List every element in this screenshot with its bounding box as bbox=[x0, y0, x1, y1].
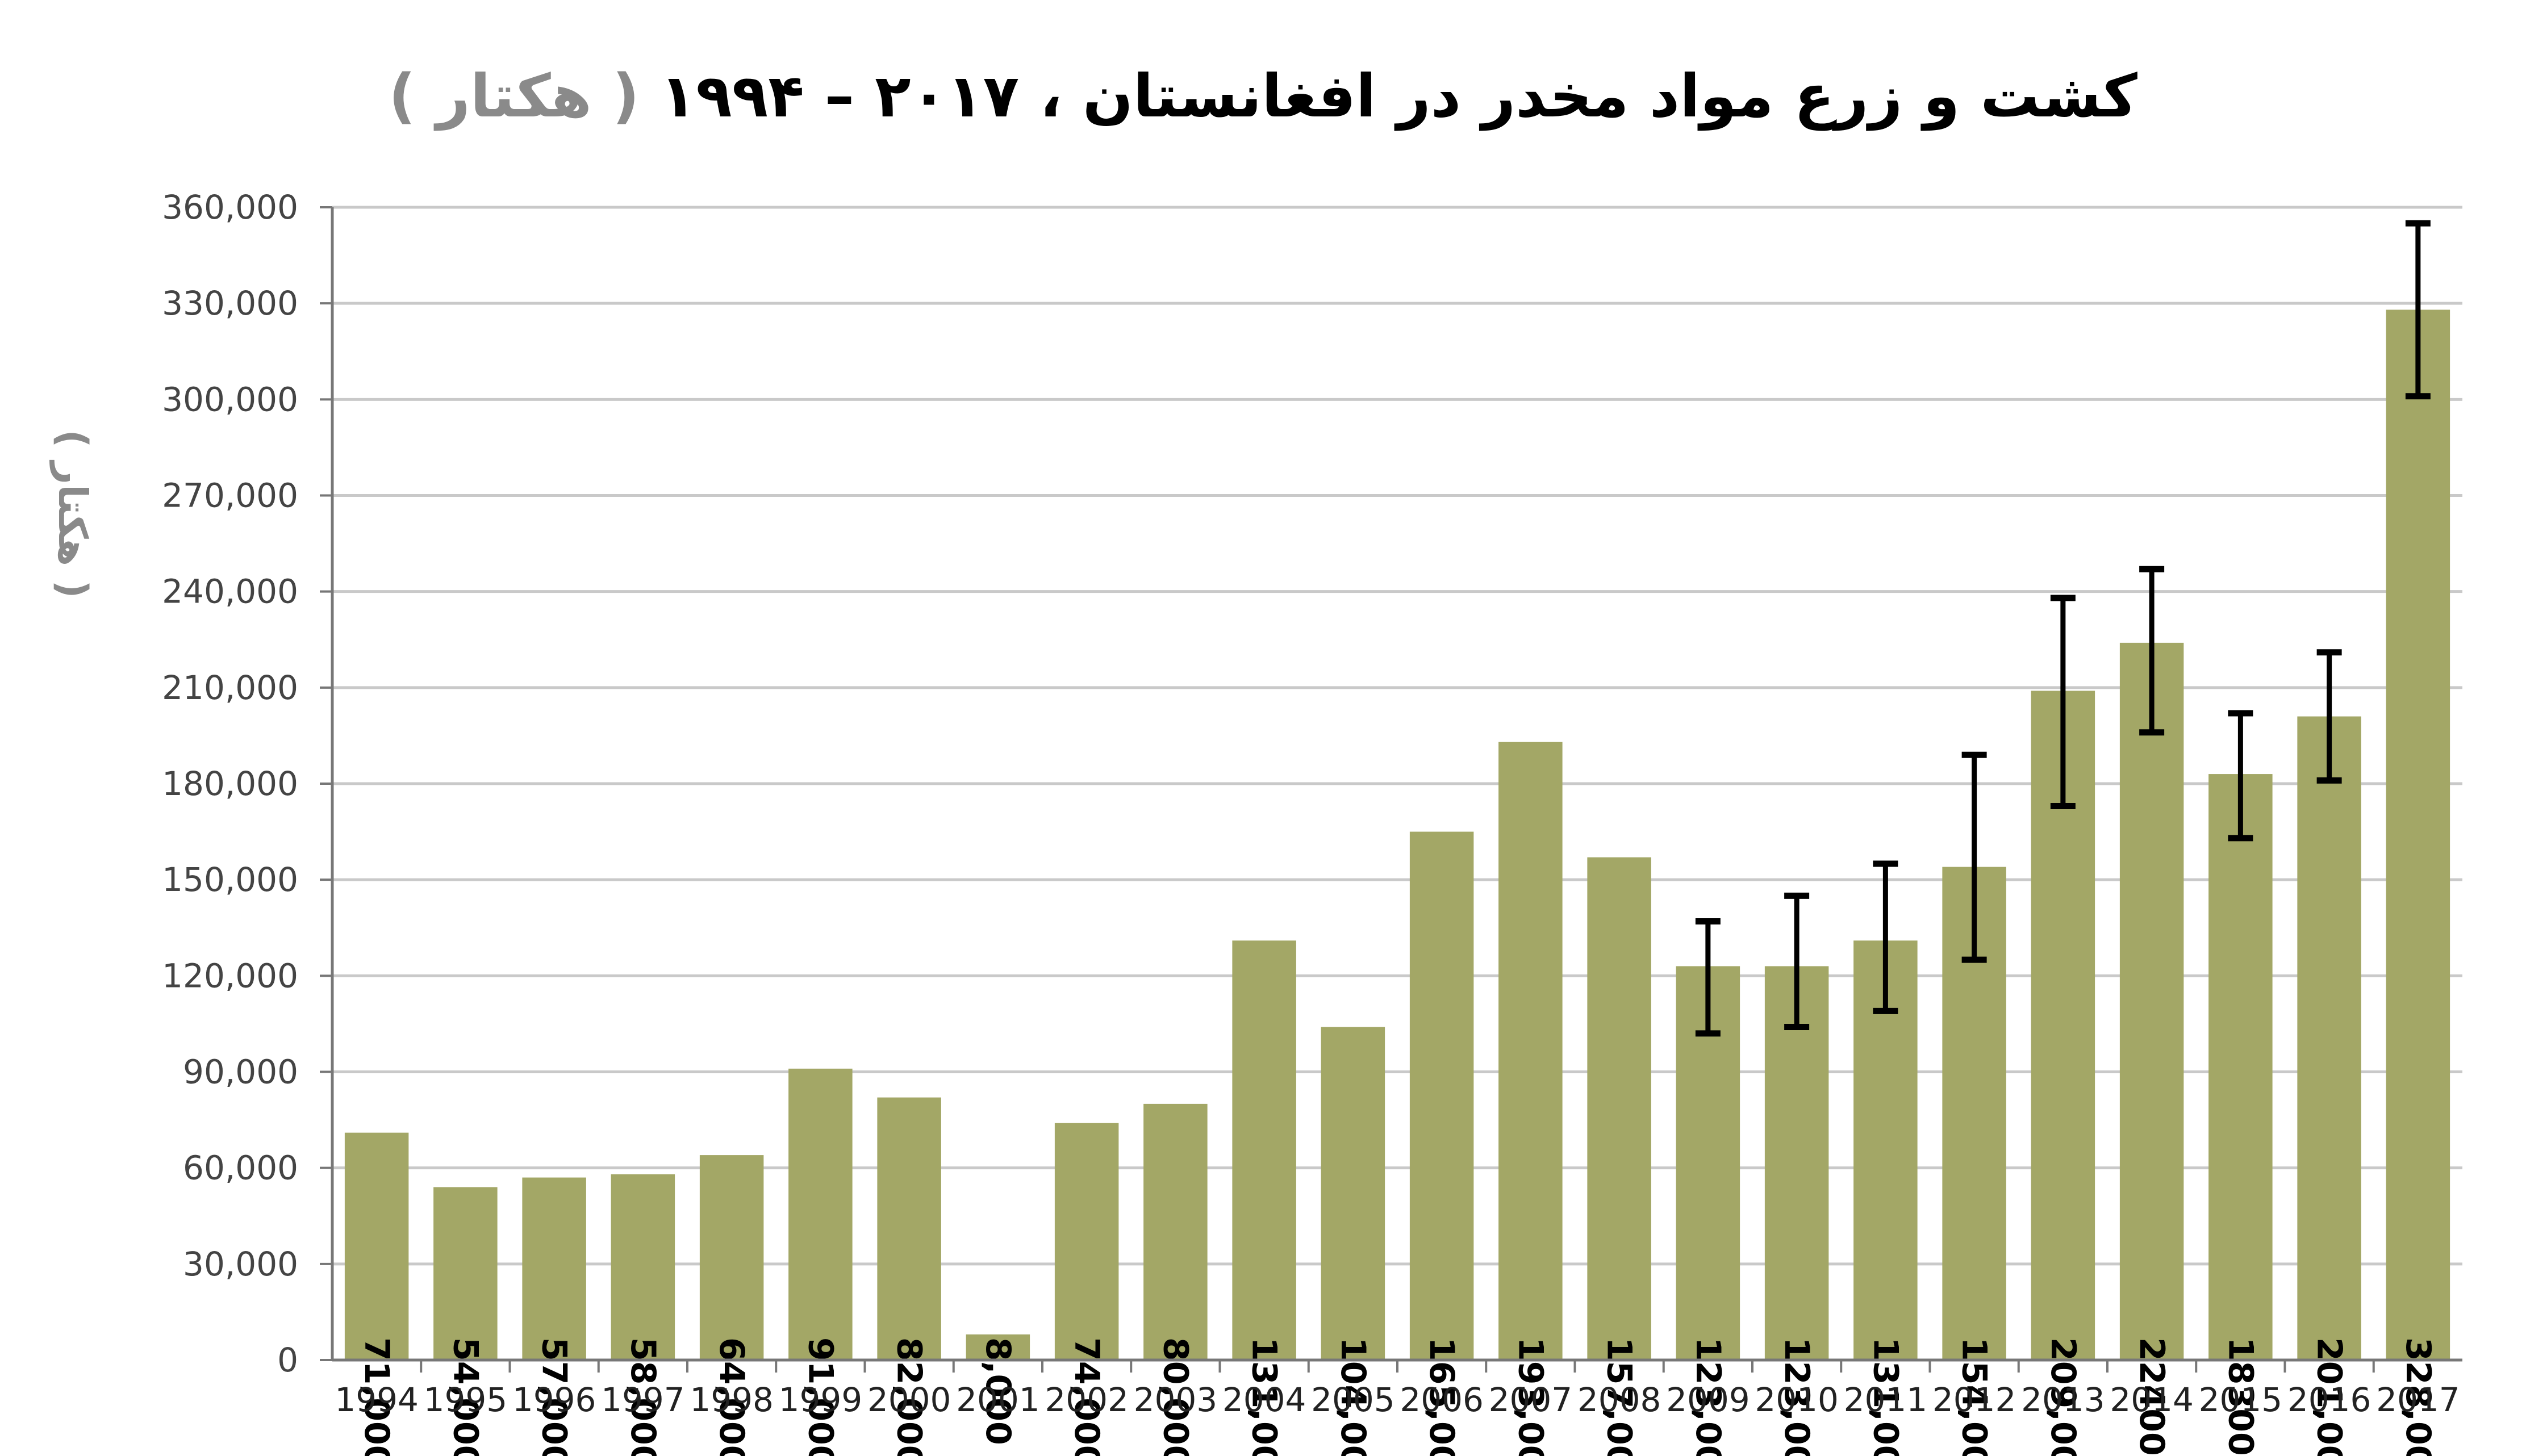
data-label-2004: 131,000 bbox=[1245, 1337, 1284, 1456]
y-tick-label: 330,000 bbox=[162, 284, 298, 323]
bar-1997 bbox=[611, 1174, 675, 1360]
bar-2002 bbox=[1054, 1123, 1119, 1360]
x-tick-label: 1996 bbox=[512, 1380, 596, 1419]
y-tick-label: 360,000 bbox=[162, 188, 298, 227]
chart-title-unit: ( هکتار ) bbox=[389, 61, 640, 131]
y-tick-label: 210,000 bbox=[162, 668, 298, 707]
bar-1998 bbox=[699, 1155, 764, 1360]
bar-2001 bbox=[966, 1334, 1030, 1360]
x-axis-ticks: 1994 1995 1996 1997 1998 1999 2000 2001 2002 2003… bbox=[335, 1360, 2460, 1419]
data-label-1995: 54,000 bbox=[445, 1337, 485, 1456]
data-label-2010: 123,000 bbox=[1777, 1337, 1817, 1456]
data-label-2017: 328,000 bbox=[2398, 1337, 2438, 1456]
chart-title-main: کشت و زرع مواد مخدر در افغانستان ، ۲۰۱۷ … bbox=[659, 61, 2137, 131]
x-tick-label: 2004 bbox=[1222, 1380, 1306, 1419]
bar-2014 bbox=[2119, 642, 2184, 1360]
x-tick-label: 2010 bbox=[1755, 1380, 1839, 1419]
x-tick-label: 2005 bbox=[1311, 1380, 1395, 1419]
bar-2000 bbox=[877, 1097, 941, 1360]
bar-2007 bbox=[1498, 742, 1563, 1360]
bar-1996 bbox=[522, 1177, 586, 1360]
x-tick-label: 2015 bbox=[2199, 1380, 2283, 1419]
bar-2017 bbox=[2386, 309, 2450, 1360]
y-tick-label: 180,000 bbox=[162, 764, 298, 803]
bars bbox=[344, 309, 2450, 1360]
bar-1999 bbox=[788, 1068, 853, 1360]
y-tick-label: 60,000 bbox=[183, 1149, 298, 1187]
x-tick-label: 2016 bbox=[2287, 1380, 2371, 1419]
bar-2003 bbox=[1143, 1103, 1208, 1360]
data-label-2012: 154,000 bbox=[1955, 1337, 1994, 1456]
data-label-2015: 183000 bbox=[2220, 1337, 2260, 1456]
data-label-2007: 193,000 bbox=[1510, 1337, 1550, 1456]
bar-2015 bbox=[2208, 774, 2273, 1360]
data-label-2000: 82,000 bbox=[890, 1337, 929, 1456]
data-label-1999: 91,000 bbox=[800, 1337, 840, 1456]
x-tick-label: 2008 bbox=[1577, 1380, 1661, 1419]
chart-title: کشت و زرع مواد مخدر در افغانستان ، ۲۰۱۷ … bbox=[0, 61, 2526, 131]
data-label-2016: 201,000 bbox=[2310, 1337, 2349, 1456]
bar-2016 bbox=[2297, 716, 2361, 1360]
data-label-2002: 74,000 bbox=[1067, 1337, 1107, 1456]
data-label-2013: 209,000 bbox=[2043, 1337, 2083, 1456]
data-label-1994: 71,000 bbox=[357, 1337, 396, 1456]
data-label-2014: 224000 bbox=[2132, 1337, 2172, 1456]
axes bbox=[331, 207, 2462, 1362]
data-label-1997: 58,000 bbox=[623, 1337, 663, 1456]
bar-2010 bbox=[1764, 966, 1829, 1360]
x-tick-label: 2009 bbox=[1666, 1380, 1750, 1419]
x-tick-label: 2013 bbox=[2021, 1380, 2105, 1419]
x-tick-label: 1997 bbox=[601, 1380, 685, 1419]
x-tick-label: 2014 bbox=[2110, 1380, 2194, 1419]
y-tick-label: 300,000 bbox=[162, 380, 298, 419]
bar-1995 bbox=[433, 1187, 498, 1360]
x-tick-label: 2001 bbox=[956, 1380, 1040, 1419]
bar-2006 bbox=[1409, 831, 1474, 1360]
data-label-2001: 8,000 bbox=[978, 1337, 1018, 1445]
x-tick-label: 1994 bbox=[335, 1380, 419, 1419]
data-label-2009: 123,000 bbox=[1688, 1337, 1728, 1456]
x-tick-label: 2007 bbox=[1489, 1380, 1573, 1419]
y-tick-label: 0 bbox=[277, 1341, 298, 1379]
y-tick-label: 270,000 bbox=[162, 476, 298, 515]
bar-1994 bbox=[344, 1132, 409, 1360]
y-tick-label: 150,000 bbox=[162, 860, 298, 899]
x-tick-label: 2003 bbox=[1134, 1380, 1218, 1419]
bar-2008 bbox=[1587, 857, 1651, 1360]
x-tick-label: 2000 bbox=[867, 1380, 951, 1419]
data-label-2008: 157,000 bbox=[1600, 1337, 1639, 1456]
y-axis-ticks: 0 30,000 60,000 90,000 120,000 150,000 180,000… bbox=[162, 188, 332, 1379]
y-tick-label: 90,000 bbox=[183, 1053, 298, 1091]
x-tick-label: 2012 bbox=[1932, 1380, 2016, 1419]
x-tick-label: 1998 bbox=[690, 1380, 774, 1419]
data-label-1998: 64,000 bbox=[712, 1337, 751, 1456]
data-label-2003: 80,000 bbox=[1155, 1337, 1195, 1456]
x-tick-label: 2017 bbox=[2376, 1380, 2460, 1419]
gridlines bbox=[332, 206, 2462, 1266]
y-tick-label: 30,000 bbox=[183, 1245, 298, 1283]
bar-2004 bbox=[1232, 940, 1296, 1360]
data-label-2006: 165,000 bbox=[1422, 1337, 1462, 1456]
data-label-1996: 57,000 bbox=[535, 1337, 574, 1456]
data-labels: 71,000 54,000 57,000 58,000 64,000 91,000 82,0… bbox=[357, 1337, 2438, 1456]
x-tick-label: 1999 bbox=[779, 1380, 863, 1419]
data-label-2005: 104,000 bbox=[1333, 1337, 1373, 1456]
x-tick-label: 1995 bbox=[424, 1380, 508, 1419]
x-tick-label: 2002 bbox=[1045, 1380, 1129, 1419]
bar-2005 bbox=[1321, 1027, 1385, 1360]
y-tick-label: 120,000 bbox=[162, 956, 298, 995]
y-tick-label: 240,000 bbox=[162, 572, 298, 611]
x-tick-label: 2011 bbox=[1844, 1380, 1928, 1419]
x-tick-label: 2006 bbox=[1400, 1380, 1484, 1419]
error-bars bbox=[1695, 220, 2431, 1037]
data-label-2011: 131,000 bbox=[1865, 1337, 1905, 1456]
